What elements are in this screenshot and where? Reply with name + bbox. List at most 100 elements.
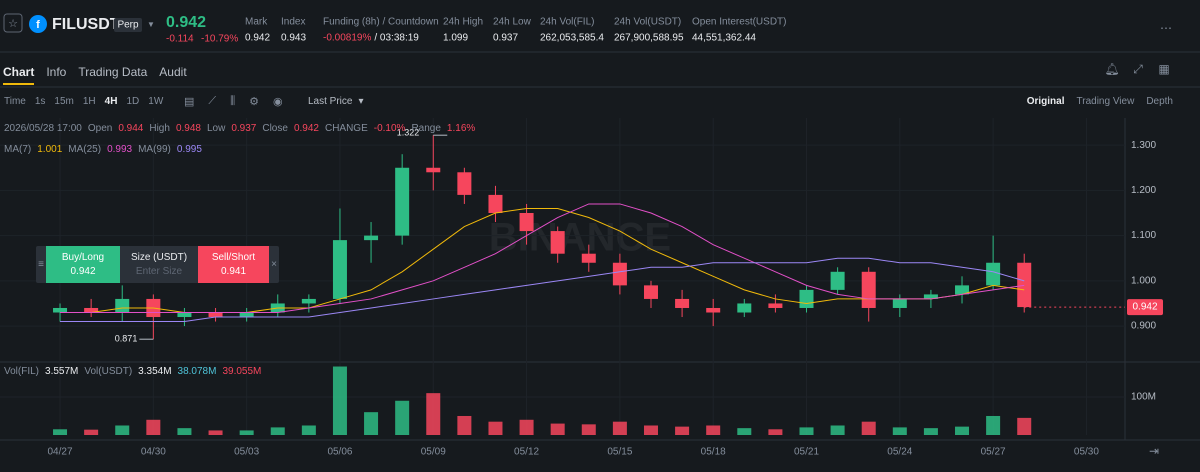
volume-bar — [892, 427, 907, 435]
price-type[interactable]: Last Price ▾ — [308, 96, 364, 107]
drag-handle[interactable]: ≡ — [38, 259, 44, 270]
candle-body — [115, 298, 130, 313]
interval[interactable]: 1W — [148, 96, 164, 107]
interval[interactable]: 4H — [104, 96, 118, 107]
stat-value: 0.943 — [281, 33, 306, 44]
chart-type-icon[interactable]: ⟋ — [208, 95, 217, 107]
favorite-button[interactable] — [3, 13, 23, 33]
stat-value: 262,053,585.4 — [540, 33, 604, 44]
volume-bar — [581, 424, 596, 435]
view-option[interactable]: Trading View — [1076, 96, 1135, 107]
settings-icon[interactable]: ⚙︎ — [249, 96, 260, 108]
volume-bar — [457, 415, 472, 435]
ma-value: 0.995 — [176, 144, 202, 155]
x-tick-label: 05/09 — [421, 447, 446, 458]
candle-body — [892, 298, 907, 308]
candle-body — [737, 303, 752, 313]
more-menu[interactable]: ⋯ — [1160, 21, 1172, 35]
alert-icon[interactable]: 🔔︎ — [1104, 62, 1119, 76]
candle-body — [768, 303, 783, 308]
legend-value: -0.10% — [373, 123, 406, 134]
x-tick-label: 05/03 — [234, 447, 259, 458]
x-tick-label: 05/15 — [607, 447, 632, 458]
volume-bar — [84, 429, 99, 435]
tab[interactable]: Audit — [159, 65, 187, 79]
size-input[interactable]: Size (USDT) Enter Size — [120, 246, 198, 283]
stat-extra: / 03:38:19 — [374, 33, 419, 44]
candle-body — [395, 167, 410, 236]
interval[interactable]: 15m — [54, 96, 74, 107]
annotation-label: 1.322 — [397, 128, 420, 138]
x-tick-label: 05/24 — [887, 447, 912, 458]
legend-label: Open — [87, 123, 113, 134]
vol-label: Vol(USDT) — [84, 366, 133, 377]
volume-bar — [177, 428, 192, 435]
candle-body — [426, 167, 441, 173]
ohlc-legend: 2026/05/28 17:00 Open 0.944 High 0.948 Low 0.9… — [4, 123, 475, 134]
ma-legend: MA(7) 1.001 MA(25) 0.993 MA(99) 0.995 — [4, 144, 202, 155]
volume-bar — [986, 415, 1001, 435]
buy-button[interactable]: Buy/Long 0.942 — [46, 246, 120, 283]
layout-icon[interactable]: ▦ — [1158, 62, 1169, 76]
watermark: BINANCE — [489, 216, 671, 260]
tab[interactable]: Trading Data — [78, 65, 148, 79]
annotation-label: 0.871 — [115, 334, 138, 344]
legend-label: Close — [262, 123, 288, 134]
stat-value: 44,551,362.44 — [692, 33, 756, 44]
scroll-end-icon[interactable]: ⇥ — [1149, 444, 1159, 458]
y-tick-label: 100M — [1131, 392, 1156, 403]
close-button[interactable]: × — [271, 259, 277, 270]
candle-body — [581, 253, 596, 263]
vol-value: 3.557M — [45, 366, 79, 377]
symbol[interactable]: FILUSDT — [52, 16, 120, 33]
stat-value: -0.00819% — [323, 33, 371, 44]
legend-value: 0.944 — [118, 123, 144, 134]
ma-value: 0.993 — [107, 144, 133, 155]
volume-bar — [208, 430, 223, 435]
candle-body — [84, 307, 99, 313]
candle-body — [519, 212, 534, 232]
volume-bar — [332, 366, 347, 435]
view-option[interactable]: Original — [1026, 96, 1065, 107]
price-change-pct: -10.79% — [201, 34, 238, 45]
stat-value: 0.937 — [493, 33, 518, 44]
volume-bar — [426, 393, 441, 435]
sell-button[interactable]: Sell/Short 0.941 — [198, 246, 269, 283]
interval[interactable]: 1D — [126, 96, 140, 107]
dropdown-icon[interactable]: ▼ — [147, 20, 155, 29]
interval[interactable]: 1H — [82, 96, 96, 107]
record-icon[interactable]: ◉ — [273, 96, 283, 108]
buy-price: 0.942 — [70, 266, 96, 277]
legend-time: 2026/05/28 17:00 — [4, 123, 82, 134]
volume-bar — [706, 425, 721, 435]
indicator-icon[interactable]: ▤ — [184, 96, 195, 108]
tab[interactable]: Chart — [3, 65, 35, 85]
price-type-label[interactable]: Last Price — [308, 96, 353, 107]
candle-body — [550, 231, 565, 254]
sell-label: Sell/Short — [211, 252, 256, 263]
tab[interactable]: Info — [46, 65, 67, 79]
candle-body — [208, 312, 223, 318]
volume-bar — [239, 430, 254, 435]
interval[interactable]: 1s — [34, 96, 46, 107]
x-tick-label: 05/06 — [327, 447, 352, 458]
legend-label: Low — [206, 123, 226, 134]
perp-badge — [114, 18, 142, 32]
volume-bar — [115, 425, 130, 435]
fullscreen-icon[interactable]: ⤢ — [1132, 62, 1143, 76]
candle-body — [706, 307, 721, 313]
view-option[interactable]: Depth — [1146, 96, 1173, 107]
volume-bar — [737, 428, 752, 435]
legend-label: CHANGE — [324, 123, 368, 134]
candle-body — [986, 262, 1001, 286]
star-icon: ☆ — [8, 18, 18, 30]
ma-value: 1.001 — [37, 144, 63, 155]
last-price: 0.942 — [166, 14, 206, 31]
size-placeholder: Enter Size — [135, 266, 183, 277]
volume-bar — [830, 425, 845, 435]
volume-bar — [861, 421, 876, 435]
candle-icon[interactable]: ⫼ — [230, 95, 236, 107]
stat-value: 0.942 — [245, 33, 270, 44]
stat-label: Funding (8h) / Countdown — [323, 17, 439, 28]
